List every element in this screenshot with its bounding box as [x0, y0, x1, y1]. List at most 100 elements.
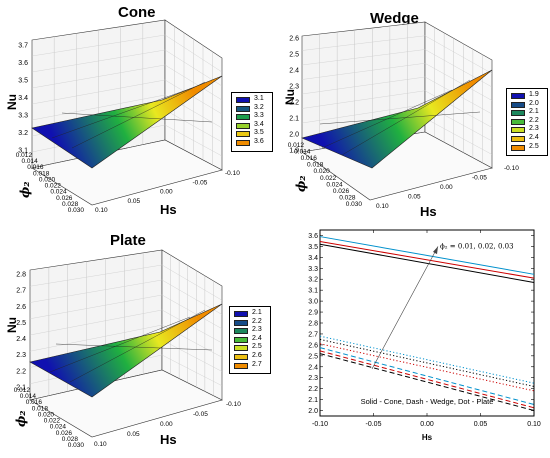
cone-hs-axis-label: Hs — [160, 202, 177, 217]
cone-legend: 3.1 3.2 3.3 3.4 3.5 3.6 — [231, 92, 273, 152]
phi-tick-label: 0.030 — [68, 442, 85, 449]
legend-label: 2.7 — [252, 360, 262, 368]
legend-swatch — [511, 136, 525, 142]
surface-contour — [61, 112, 213, 123]
legend-swatch — [234, 345, 248, 352]
series-line-plate-phi-0.02 — [319, 343, 535, 392]
series-line-wedge-phi-0.01 — [319, 353, 535, 412]
phi-tick-label: 0.012 — [16, 152, 33, 159]
plate-phi-axis-label: ϕ₂ — [14, 410, 28, 427]
legend-label: 2.3 — [529, 125, 539, 133]
nu-surface — [29, 303, 223, 398]
z-tick-label: 2.0 — [289, 132, 299, 139]
y-tick-label: 2.6 — [308, 342, 318, 349]
grid-line — [29, 324, 163, 352]
hs-tick-label: -0.10 — [225, 170, 240, 177]
grid-line — [301, 49, 426, 66]
grid-line — [164, 79, 223, 115]
series-line-cone-phi-0.02 — [319, 240, 535, 279]
legend-label: 3.1 — [254, 95, 264, 102]
wedge-phi-axis-label: ϕ₂ — [294, 175, 308, 192]
phi-tick-label: 0.026 — [333, 188, 350, 195]
phi-tick-label: 0.022 — [320, 175, 337, 182]
cone-title: Cone — [118, 4, 156, 21]
phi-tick-label: 0.024 — [326, 181, 343, 188]
legend-swatch — [236, 105, 250, 112]
legend-swatch — [234, 336, 248, 343]
phi-tick-label: 0.014 — [20, 393, 37, 400]
z-tick-label: 2.7 — [16, 288, 26, 295]
z-tick-label: 2.6 — [16, 304, 26, 311]
legend-swatch — [236, 140, 250, 146]
hs-tick-label: 0.00 — [160, 421, 173, 428]
grid-line — [164, 34, 223, 73]
z-tick-label: 2.2 — [16, 368, 26, 375]
legend-label: 2.5 — [252, 343, 262, 351]
cone-panel: Cone 3.7 3.6 3.5 3.4 3.3 3.2 3.1 0.012 0.014 0.01… — [0, 0, 280, 220]
wedge-legend: 1.9 2.0 2.1 2.2 2.3 2.4 2.5 — [506, 88, 548, 156]
phi-tick-label: 0.016 — [27, 164, 44, 171]
surface-contour — [319, 111, 481, 125]
grid-line — [301, 35, 426, 51]
cone-3d-plot: 3.7 3.6 3.5 3.4 3.3 3.2 3.10.0120.0140.0160.01… — [16, 19, 240, 214]
z-tick-label: 2.1 — [16, 385, 26, 392]
phi-tick-label: 0.016 — [301, 155, 318, 162]
grid-line — [29, 264, 163, 287]
line-style-note: Solid - Cone, Dash - Wedge, Dot - Plate — [361, 397, 494, 406]
grid-line — [164, 64, 223, 101]
phi-tick-label: 0.018 — [33, 170, 50, 177]
y-tick-label: 2.7 — [308, 331, 318, 338]
phi-tick-label: 0.028 — [62, 201, 79, 208]
z-tick-label: 1.9 — [289, 148, 299, 155]
y-tick-label: 3.4 — [308, 255, 318, 262]
plot-frame — [319, 229, 535, 417]
legend-swatch — [236, 114, 250, 121]
grid-line — [301, 104, 426, 124]
grid-line — [161, 309, 223, 344]
phi-tick-label: 0.020 — [39, 176, 56, 183]
grid-line — [424, 49, 493, 88]
grid-line — [29, 279, 163, 303]
y-tick-label: 2.8 — [308, 321, 318, 328]
wedge-panel: Wedge 2.6 2.5 2.4 2.3 2.2 2.1 2.0 1.9 0.012 0.014… — [280, 0, 550, 220]
grid-line — [164, 124, 223, 157]
floor — [29, 369, 223, 438]
grid-line — [161, 294, 223, 329]
legend-label: 2.2 — [252, 317, 262, 325]
y-tick-label: 2.0 — [308, 408, 318, 415]
z-tick-label: 2.2 — [289, 100, 299, 107]
hs-tick-label: -0.05 — [193, 411, 208, 418]
phi-tick-label: 0.026 — [56, 195, 73, 202]
hs-tick-label: -0.05 — [193, 179, 208, 186]
cone-z-axis-label: Nu — [5, 94, 19, 110]
hs-tick-label: -0.10 — [226, 401, 241, 408]
legend-swatch — [234, 311, 248, 317]
hs-tick-label: 0.05 — [127, 431, 140, 438]
phi-tick-label: 0.020 — [313, 168, 330, 175]
z-tick-label: 2.3 — [16, 352, 26, 359]
hs-tick-label: 0.00 — [440, 184, 453, 191]
grid-line — [424, 63, 493, 101]
legend-swatch — [234, 354, 248, 360]
legend-label: 2.6 — [252, 352, 262, 359]
legend-label: 2.1 — [252, 309, 262, 316]
x-axis-label: Hs — [422, 433, 433, 442]
surface-contour — [69, 309, 206, 383]
z-tick-label: 2.4 — [289, 68, 299, 75]
z-tick-label: 2.5 — [289, 52, 299, 59]
grid-line — [161, 264, 223, 301]
grid-line — [31, 79, 166, 105]
legend-label: 3.3 — [254, 112, 264, 120]
plate-panel: Plate 2.8 2.7 2.6 2.5 2.4 2.3 2.2 2.1 0.012 0.014… — [0, 222, 280, 453]
legend-swatch — [511, 118, 525, 125]
grid-line — [29, 294, 163, 319]
z-tick-label: 2.5 — [16, 320, 26, 327]
grid-line — [301, 76, 426, 95]
plate-title: Plate — [110, 232, 146, 249]
z-tick-label: 3.6 — [18, 60, 28, 67]
y-tick-label: 3.5 — [308, 244, 318, 251]
y-tick-label: 3.0 — [308, 299, 318, 306]
grid-line — [31, 64, 166, 89]
surface-contour — [51, 87, 193, 139]
x-tick-label: 0.05 — [474, 421, 488, 428]
